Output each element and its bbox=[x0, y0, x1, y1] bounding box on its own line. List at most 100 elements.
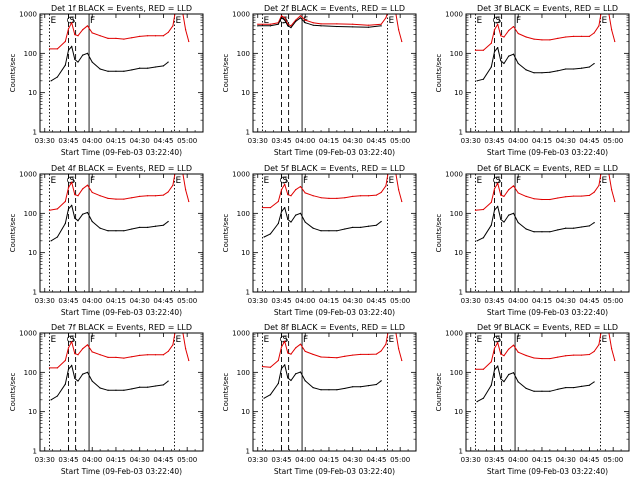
data-point bbox=[375, 224, 378, 226]
data-point bbox=[549, 357, 551, 360]
y-tick-label: 1000 bbox=[232, 171, 250, 179]
marker-label: S bbox=[69, 16, 75, 26]
data-point bbox=[549, 39, 551, 41]
marker-label: E bbox=[176, 16, 182, 26]
data-point bbox=[380, 220, 382, 223]
marker-label: E bbox=[476, 176, 482, 186]
data-point bbox=[99, 195, 101, 197]
data-point bbox=[82, 188, 84, 190]
data-point bbox=[91, 191, 93, 194]
data-point bbox=[588, 225, 591, 227]
series-line-black bbox=[50, 364, 169, 401]
data-point bbox=[344, 228, 346, 230]
x-tick-label: 05:00 bbox=[177, 137, 197, 145]
data-point bbox=[82, 213, 84, 215]
y-tick-label: 1 bbox=[33, 129, 37, 137]
chart-title: Det 9f BLACK = Events, RED = LLD bbox=[477, 323, 618, 332]
data-point bbox=[162, 194, 165, 196]
chart-panel: Det 3f BLACK = Events, RED = LLD Start Ti… bbox=[435, 4, 630, 157]
data-point bbox=[336, 389, 338, 391]
data-point bbox=[503, 195, 505, 197]
x-tick-label: 04:15 bbox=[319, 456, 339, 464]
data-point bbox=[517, 222, 519, 224]
data-point bbox=[139, 195, 141, 197]
y-axis-label: Counts/sec bbox=[9, 54, 17, 93]
data-point bbox=[367, 195, 370, 197]
data-point bbox=[493, 209, 496, 211]
marker-label: E bbox=[263, 176, 269, 186]
data-point bbox=[67, 28, 70, 30]
y-tick-label: 10 bbox=[28, 89, 37, 97]
data-point bbox=[154, 354, 157, 356]
data-point bbox=[557, 229, 559, 231]
x-axis-label: Start Time (09-Feb-03 03:22:40) bbox=[274, 148, 395, 157]
data-point bbox=[541, 39, 543, 41]
data-point bbox=[284, 364, 286, 366]
data-point bbox=[147, 386, 149, 388]
data-point bbox=[336, 23, 338, 25]
data-point bbox=[56, 236, 59, 238]
data-point bbox=[610, 189, 613, 191]
data-point bbox=[380, 25, 382, 27]
data-point bbox=[277, 359, 279, 362]
data-point bbox=[295, 20, 297, 22]
data-point bbox=[82, 29, 84, 31]
data-point bbox=[598, 184, 600, 187]
data-point bbox=[573, 195, 575, 197]
data-point bbox=[474, 209, 477, 211]
data-point bbox=[290, 221, 292, 223]
data-point bbox=[295, 189, 297, 191]
data-point bbox=[588, 66, 591, 68]
data-point bbox=[312, 353, 314, 356]
marker-label: S bbox=[495, 335, 501, 345]
marker-label: S bbox=[495, 16, 501, 26]
data-point bbox=[385, 343, 387, 345]
marker-label: F bbox=[516, 335, 521, 345]
data-point bbox=[284, 19, 286, 21]
data-point bbox=[115, 356, 117, 358]
data-point bbox=[482, 78, 485, 80]
data-point bbox=[74, 377, 76, 380]
data-point bbox=[401, 359, 403, 362]
data-point bbox=[86, 344, 89, 346]
chart-panel: Det 4f BLACK = Events, RED = LLD Start Ti… bbox=[9, 164, 204, 317]
data-point bbox=[588, 353, 591, 356]
data-point bbox=[71, 22, 73, 24]
x-tick-label: 04:45 bbox=[366, 297, 386, 305]
chart-panel: Det 5f BLACK = Events, RED = LLD Start Ti… bbox=[222, 164, 417, 317]
y-tick-label: 10 bbox=[454, 249, 463, 257]
x-tick-label: 03:30 bbox=[35, 456, 55, 464]
marker-label: E bbox=[476, 16, 482, 26]
y-axis-label: Counts/sec bbox=[222, 373, 230, 412]
data-point bbox=[67, 347, 70, 349]
data-point bbox=[188, 359, 190, 362]
series-group bbox=[474, 14, 616, 82]
marker-label: S bbox=[282, 335, 288, 345]
marker-label: F bbox=[516, 16, 521, 26]
data-point bbox=[139, 386, 141, 388]
data-point bbox=[290, 379, 292, 382]
data-point bbox=[64, 40, 66, 43]
data-point bbox=[352, 26, 354, 28]
plot-frame bbox=[39, 13, 204, 133]
data-point bbox=[48, 48, 51, 50]
marker-label: S bbox=[69, 335, 75, 345]
data-point bbox=[115, 230, 117, 232]
data-point bbox=[490, 224, 492, 226]
data-point bbox=[71, 45, 73, 48]
data-point bbox=[593, 62, 595, 65]
data-point bbox=[107, 197, 109, 199]
data-point bbox=[131, 388, 133, 390]
data-point bbox=[107, 37, 109, 39]
x-tick-label: 05:00 bbox=[603, 137, 623, 145]
series-line-black bbox=[476, 205, 595, 242]
y-axis-label: Counts/sec bbox=[435, 214, 443, 253]
data-point bbox=[263, 397, 265, 399]
x-axis-label: Start Time (09-Feb-03 03:22:40) bbox=[274, 467, 395, 476]
x-tick-label: 03:30 bbox=[461, 137, 481, 145]
plot-frame bbox=[39, 173, 204, 293]
data-point bbox=[517, 351, 519, 353]
y-tick-label: 100 bbox=[450, 50, 463, 58]
data-point bbox=[77, 220, 79, 222]
x-tick-label: 03:45 bbox=[271, 137, 291, 145]
